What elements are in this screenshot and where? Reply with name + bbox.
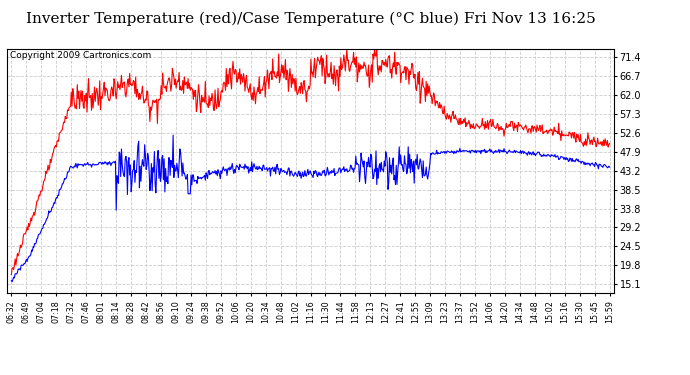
Text: Inverter Temperature (red)/Case Temperature (°C blue) Fri Nov 13 16:25: Inverter Temperature (red)/Case Temperat… — [26, 11, 595, 26]
Text: Copyright 2009 Cartronics.com: Copyright 2009 Cartronics.com — [10, 51, 151, 60]
